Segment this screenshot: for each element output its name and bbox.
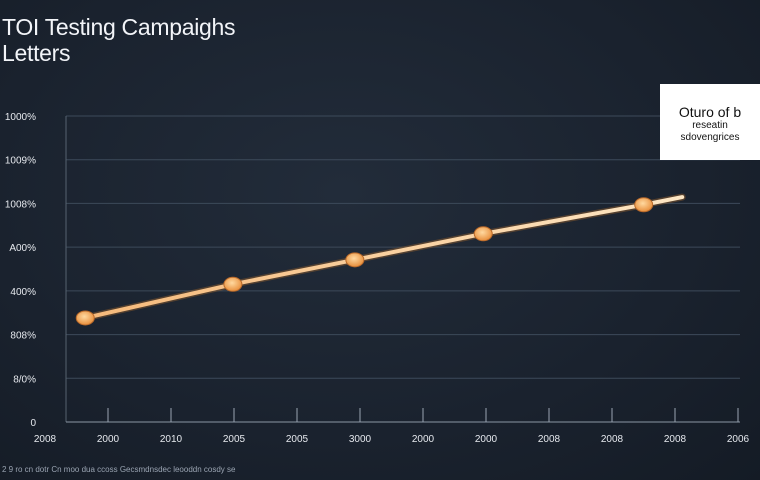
grid-lines	[66, 115, 740, 379]
legend-line-1: Oturo of b	[678, 104, 742, 120]
x-tick-label: 2000	[97, 434, 120, 445]
y-tick-labels: 0 8/0% 808% 400% A00% 1008% 1009% 1000%	[5, 112, 37, 429]
y-tick-label: 1009%	[5, 156, 36, 167]
x-tick-label: 2000	[475, 434, 498, 445]
data-point	[345, 252, 365, 268]
data-point	[634, 197, 654, 213]
chart-title-line-2: Letters	[2, 40, 71, 66]
y-tick-label: 0	[30, 418, 36, 429]
y-tick-label: 8/0%	[13, 374, 36, 385]
y-tick-label: 1000%	[5, 112, 36, 123]
data-point	[223, 276, 243, 292]
legend-box: Oturo of b reseatin sdovengrices	[660, 84, 760, 160]
y-tick-label: 400%	[10, 287, 36, 298]
x-tick-label: 2010	[160, 434, 183, 445]
x-tick-label: 3000	[349, 434, 372, 445]
x-tick-label: 2005	[286, 434, 309, 445]
chart-title: TOI Testing Campaighs Letters	[2, 14, 236, 66]
x-tick-label: 2008	[538, 434, 561, 445]
x-tick-label: 2000	[412, 434, 435, 445]
y-tick-label: 1008%	[5, 199, 36, 210]
y-tick-label: 808%	[10, 331, 36, 342]
x-tick-labels: 2008 2000 2010 2005 2005 3000 2000 2000 2008 2008…	[34, 408, 750, 445]
x-tick-label: 2008	[664, 434, 687, 445]
data-point	[473, 226, 493, 242]
axes	[65, 116, 740, 423]
x-tick-label: 2008	[34, 434, 57, 445]
data-point	[75, 310, 95, 326]
legend-line-2: reseatin	[692, 120, 728, 131]
x-tick-label: 2005	[223, 434, 246, 445]
y-tick-label: A00%	[9, 243, 36, 254]
x-tick-label: 2006	[727, 434, 750, 445]
x-tick-label: 2008	[601, 434, 624, 445]
chart-caption: 2 9 ro cn dotr Cn moo dua ccoss Gecsmdns…	[2, 465, 236, 474]
series-layer	[75, 193, 686, 326]
chart-title-line-1: TOI Testing Campaighs	[2, 14, 236, 40]
legend-line-3: sdovengrices	[680, 132, 740, 143]
